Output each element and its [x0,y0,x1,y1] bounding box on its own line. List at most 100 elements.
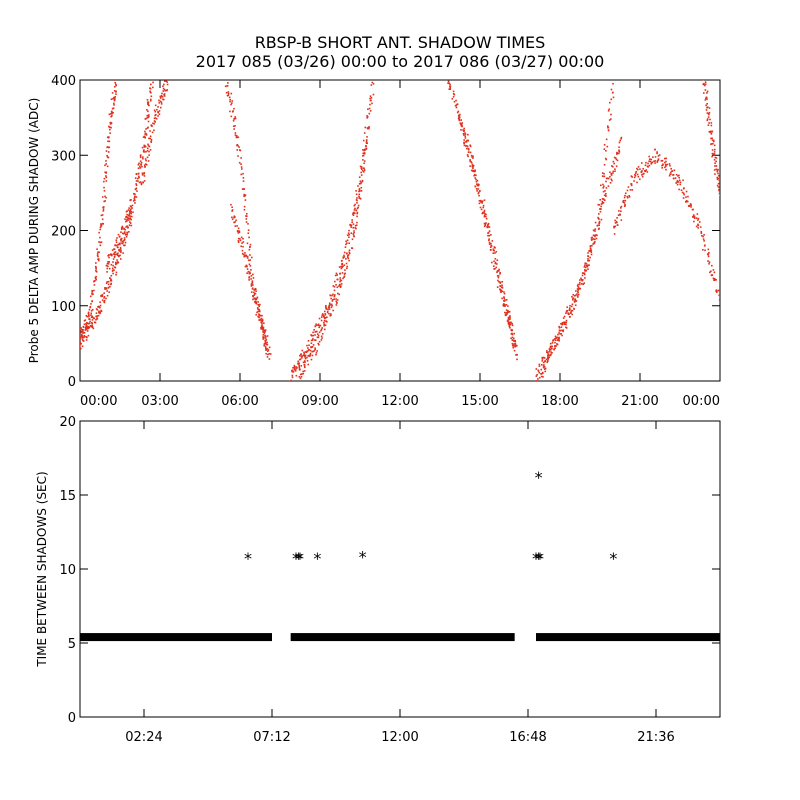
amp-point [157,111,159,113]
amp-point [141,146,144,149]
amp-point [348,252,351,255]
amp-point [240,163,242,166]
amp-point [98,306,100,308]
amp-point [372,93,375,96]
amp-point [712,142,714,145]
amp-point [164,89,167,92]
amp-point [584,277,586,279]
amp-point [325,308,328,310]
amp-point [128,213,131,216]
amp-point [340,267,343,270]
amp-point [228,76,230,78]
amp-point [136,190,138,192]
amp-point [547,357,550,359]
amp-point [247,232,250,235]
amp-point [115,83,117,86]
amp-point [348,242,351,244]
amp-point [573,301,576,303]
amp-point [665,157,667,160]
amp-point [669,173,672,176]
amp-point [103,296,106,298]
amp-point [236,225,238,227]
amp-point [586,265,589,268]
amp-point [347,257,350,260]
amp-point [318,340,321,343]
amp-point [590,251,593,254]
amp-point [101,299,104,302]
amp-point [320,329,322,332]
amp-point [483,199,486,201]
amp-point [113,90,116,92]
amp-point [162,98,164,101]
amp-point [709,118,711,121]
amp-point [715,289,718,291]
amp-point [511,324,514,327]
amp-point [335,298,337,300]
amp-point [512,346,515,349]
x-tick-label: 07:12 [253,730,290,745]
amp-point [494,258,497,260]
amp-point [353,209,356,211]
amp-point [91,326,94,328]
amp-point [301,357,303,359]
amp-point [309,353,312,356]
amp-point [358,188,361,190]
amp-point [248,236,250,239]
amp-point [609,101,611,104]
amp-point [713,148,716,151]
amp-point [508,310,511,313]
amp-point [613,156,616,159]
amp-point [657,158,660,160]
amp-point [364,126,367,129]
amp-point [626,196,629,199]
amp-point [147,102,149,104]
amp-point [462,129,464,131]
baseline-band [290,633,515,642]
amp-point [348,236,350,239]
amp-point [267,350,269,352]
amp-point [162,85,164,88]
amp-point [138,176,140,179]
amp-point [103,177,106,180]
amp-point [610,113,612,116]
amp-point [358,176,361,178]
amp-point [90,303,92,305]
amp-point [470,161,473,164]
y-tick-label: 100 [51,300,76,315]
amp-point [150,83,152,86]
amp-point [504,299,506,301]
amp-point [226,94,229,97]
amp-point [320,319,323,322]
amp-point [462,132,465,135]
amp-point [363,152,366,154]
amp-point [593,238,596,241]
amp-point [577,286,580,288]
amp-point [507,310,509,312]
amp-point [352,233,355,235]
amp-point [106,156,109,158]
amp-point [297,360,300,363]
amp-point [716,184,719,187]
amp-point [304,351,307,353]
amp-point [698,221,701,223]
amp-point [130,199,132,201]
amp-point [258,305,260,308]
amp-point [668,174,671,177]
amp-point [598,204,601,206]
amp-point [83,336,85,339]
amp-point [144,118,147,120]
amp-point [330,297,332,300]
amp-point [717,172,719,175]
amp-point [472,167,474,170]
amp-point [589,248,592,250]
amp-point [162,87,165,90]
amp-point [480,200,482,203]
amp-point [579,287,582,290]
amp-point [123,238,126,241]
amp-point [617,214,620,217]
amp-point [80,341,82,344]
amp-point [137,167,140,170]
amp-point [325,304,327,307]
amp-point [549,345,552,348]
amp-point [702,92,705,94]
